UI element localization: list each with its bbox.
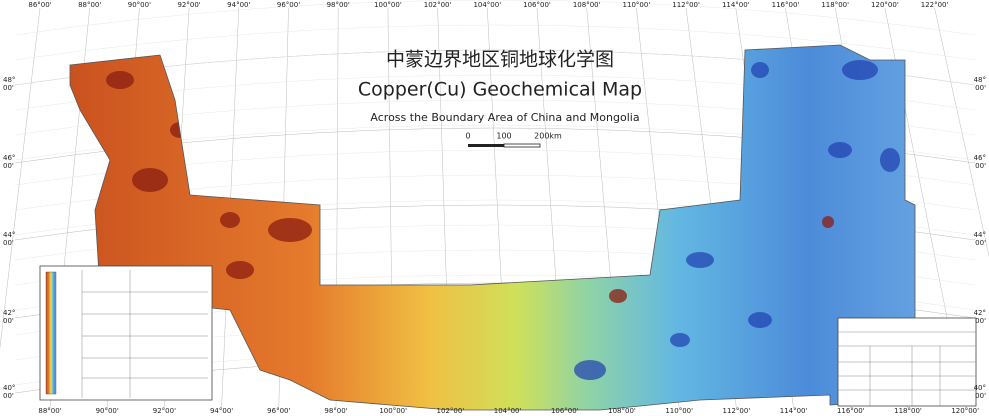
lon-label-top: 108°00' [573,1,601,9]
lon-label-bottom: 120°00' [951,407,979,415]
lon-label-top: 106°00' [523,1,551,9]
lon-label-top: 100°00' [374,1,402,9]
lon-label-top: 92°00' [177,1,200,9]
lat-label: 44° [974,231,986,239]
meridian [934,7,989,258]
scale-bar: 0 100 200km [465,132,562,148]
lat-label: 48° [3,76,15,84]
lat-label: 00' [3,317,14,325]
scale-label: 200km [534,132,562,141]
lon-label-top: 94°00' [227,1,250,9]
lon-label-bottom: 112°00' [723,407,751,415]
lat-label: 00' [3,239,14,247]
subtitle: Across the Boundary Area of China and Mo… [370,111,639,124]
lon-label-top: 104°00' [473,1,501,9]
lat-label: 00' [975,84,986,92]
lon-label-top: 96°00' [277,1,300,9]
lon-label-bottom: 106°00' [551,407,579,415]
lon-label-top: 116°00' [772,1,800,9]
minor-parallel [14,0,976,36]
lon-label-bottom: 94°00' [210,407,233,415]
lon-label-top: 86°00' [28,1,51,9]
lon-label-bottom: 116°00' [837,407,865,415]
lat-label: 48° [974,76,986,84]
lon-label-top: 110°00' [623,1,651,9]
lat-label: 42° [974,309,986,317]
lon-label-bottom: 98°00' [324,407,347,415]
lon-label-top: 98°00' [327,1,350,9]
lon-label-top: 90°00' [128,1,151,9]
legend-box [39,265,213,401]
lon-label-bottom: 110°00' [665,407,693,415]
lat-label: 00' [3,84,14,92]
scale-label: 0 [465,132,470,141]
lat-label: 00' [3,392,14,400]
coordinate-labels: 86°00' 88°00' 90°00' 92°00' 94°00' 96°00' 98°0… [3,1,986,415]
lon-label-bottom: 108°00' [608,407,636,415]
lat-label: 40° [3,384,15,392]
title-en: Copper(Cu) Geochemical Map [358,79,642,101]
scale-label: 100 [496,132,511,141]
lon-label-top: 102°00' [424,1,452,9]
lon-label-bottom: 92°00' [153,407,176,415]
lat-label: 00' [3,162,14,170]
title-zh: 中蒙边界地区铜地球化学图 [386,49,614,71]
lon-label-bottom: 100°00' [379,407,407,415]
lon-label-bottom: 102°00' [437,407,465,415]
lon-label-bottom: 114°00' [780,407,808,415]
lat-label: 46° [3,154,15,162]
lon-label-bottom: 104°00' [494,407,522,415]
lat-label: 44° [3,231,15,239]
lat-label: 42° [3,309,15,317]
meridian [0,7,41,350]
info-table [837,317,977,407]
lon-label-top: 114°00' [722,1,750,9]
lon-label-top: 122°00' [921,1,949,9]
lat-label: 40° [974,384,986,392]
lat-label: 00' [975,162,986,170]
lat-label: 00' [975,392,986,400]
lon-label-top: 120°00' [871,1,899,9]
lon-label-top: 112°00' [672,1,700,9]
lon-label-bottom: 96°00' [267,407,290,415]
lon-label-bottom: 118°00' [894,407,922,415]
lon-label-top: 88°00' [78,1,101,9]
lon-label-top: 118°00' [821,1,849,9]
lat-label: 46° [974,154,986,162]
lon-label-bottom: 88°00' [38,407,61,415]
minor-parallel [14,24,976,61]
low-anomalies [574,60,900,380]
lat-label: 00' [975,239,986,247]
lat-label: 00' [975,317,986,325]
lon-label-bottom: 90°00' [96,407,119,415]
